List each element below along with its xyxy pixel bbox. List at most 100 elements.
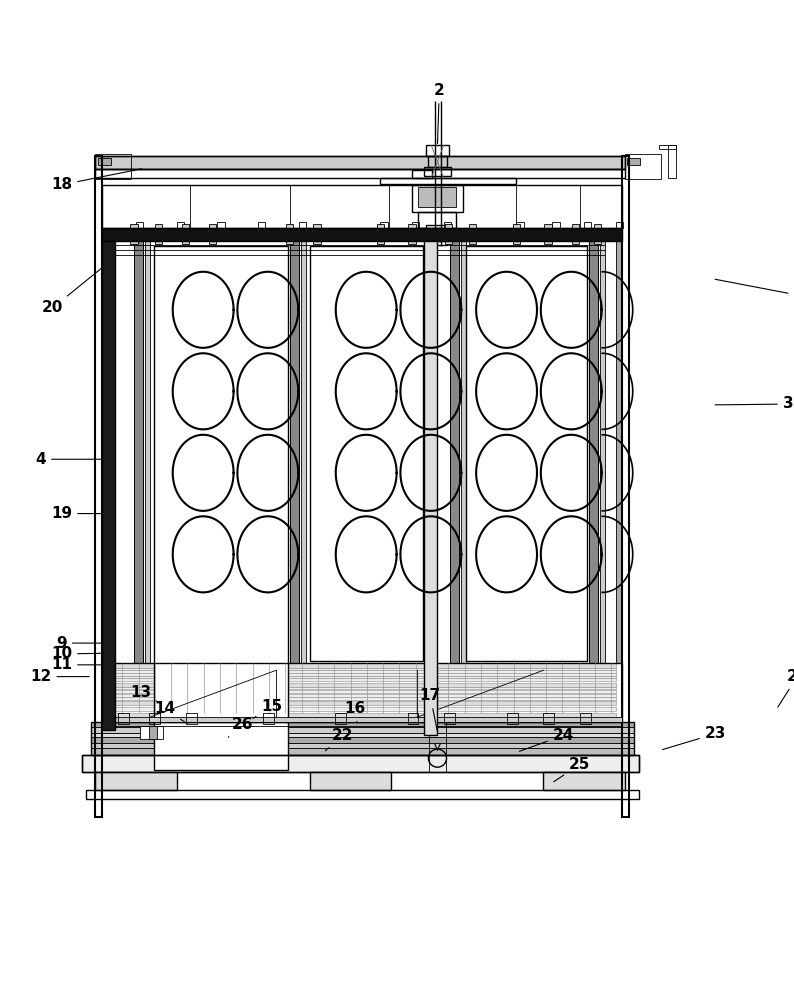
- Bar: [102, 717, 622, 722]
- Bar: [290, 241, 299, 663]
- Bar: [130, 224, 137, 244]
- Bar: [429, 237, 446, 245]
- Bar: [182, 224, 189, 244]
- Bar: [408, 224, 416, 244]
- Bar: [412, 222, 419, 228]
- Bar: [412, 185, 463, 212]
- Bar: [588, 241, 598, 663]
- Text: 18: 18: [51, 169, 142, 192]
- Bar: [659, 145, 676, 149]
- Bar: [450, 241, 459, 663]
- Bar: [109, 663, 616, 668]
- Text: 25: 25: [553, 757, 591, 782]
- Bar: [516, 222, 523, 228]
- Bar: [626, 158, 640, 165]
- Bar: [301, 241, 306, 663]
- Bar: [109, 694, 616, 697]
- Bar: [407, 713, 418, 724]
- Bar: [136, 222, 143, 228]
- Bar: [149, 713, 160, 724]
- Bar: [616, 222, 623, 228]
- Bar: [599, 241, 605, 663]
- Bar: [580, 713, 591, 724]
- Bar: [102, 722, 622, 726]
- Bar: [543, 772, 625, 790]
- Bar: [418, 187, 457, 207]
- Bar: [286, 224, 294, 244]
- Bar: [109, 713, 616, 720]
- Bar: [82, 755, 639, 772]
- Bar: [95, 772, 176, 790]
- Bar: [109, 707, 616, 711]
- Bar: [109, 683, 616, 687]
- Bar: [299, 222, 306, 228]
- Text: 22: 22: [326, 728, 353, 751]
- Bar: [186, 713, 197, 724]
- Text: 2: 2: [434, 83, 445, 144]
- Bar: [145, 241, 150, 663]
- Bar: [444, 222, 451, 228]
- Bar: [102, 185, 622, 228]
- Text: 20: 20: [42, 258, 114, 315]
- Bar: [450, 241, 459, 663]
- Bar: [95, 772, 176, 790]
- Bar: [154, 246, 288, 770]
- Bar: [625, 154, 661, 179]
- Bar: [95, 156, 102, 817]
- Bar: [466, 246, 587, 661]
- Bar: [412, 170, 432, 178]
- Bar: [91, 722, 634, 755]
- Bar: [98, 158, 111, 165]
- Bar: [102, 663, 622, 722]
- Bar: [424, 167, 451, 176]
- Bar: [95, 156, 625, 169]
- Bar: [469, 224, 476, 244]
- Text: 14: 14: [154, 701, 187, 724]
- Bar: [91, 722, 634, 727]
- Text: 12: 12: [30, 669, 89, 684]
- Text: 6: 6: [715, 279, 794, 303]
- Bar: [218, 222, 225, 228]
- Bar: [429, 156, 446, 167]
- Bar: [149, 726, 156, 739]
- Bar: [109, 687, 616, 689]
- Bar: [314, 224, 321, 244]
- Bar: [616, 241, 622, 663]
- Bar: [430, 722, 445, 772]
- Text: 21: 21: [778, 669, 794, 707]
- Bar: [543, 772, 625, 790]
- Bar: [176, 222, 184, 228]
- Bar: [109, 690, 616, 693]
- Bar: [91, 737, 634, 743]
- Bar: [377, 224, 384, 244]
- Bar: [507, 713, 518, 724]
- Text: 4: 4: [36, 452, 114, 467]
- Bar: [543, 713, 554, 724]
- Bar: [622, 156, 630, 817]
- Bar: [335, 713, 346, 724]
- Text: 16: 16: [345, 701, 366, 722]
- Bar: [584, 222, 592, 228]
- Bar: [426, 225, 449, 241]
- Bar: [109, 673, 616, 676]
- Bar: [588, 241, 598, 663]
- Bar: [553, 222, 560, 228]
- Bar: [109, 676, 616, 678]
- Bar: [210, 224, 217, 244]
- Bar: [86, 790, 638, 799]
- Bar: [461, 241, 466, 663]
- Bar: [109, 697, 616, 700]
- Bar: [258, 222, 265, 228]
- Bar: [424, 241, 437, 735]
- Bar: [444, 713, 455, 724]
- Bar: [91, 733, 634, 737]
- Bar: [109, 678, 616, 681]
- Bar: [91, 748, 634, 755]
- Bar: [95, 156, 625, 169]
- Text: 24: 24: [519, 728, 574, 751]
- Bar: [109, 668, 616, 670]
- Text: 9: 9: [56, 636, 114, 651]
- Bar: [310, 246, 423, 661]
- Bar: [572, 224, 579, 244]
- Bar: [95, 154, 131, 179]
